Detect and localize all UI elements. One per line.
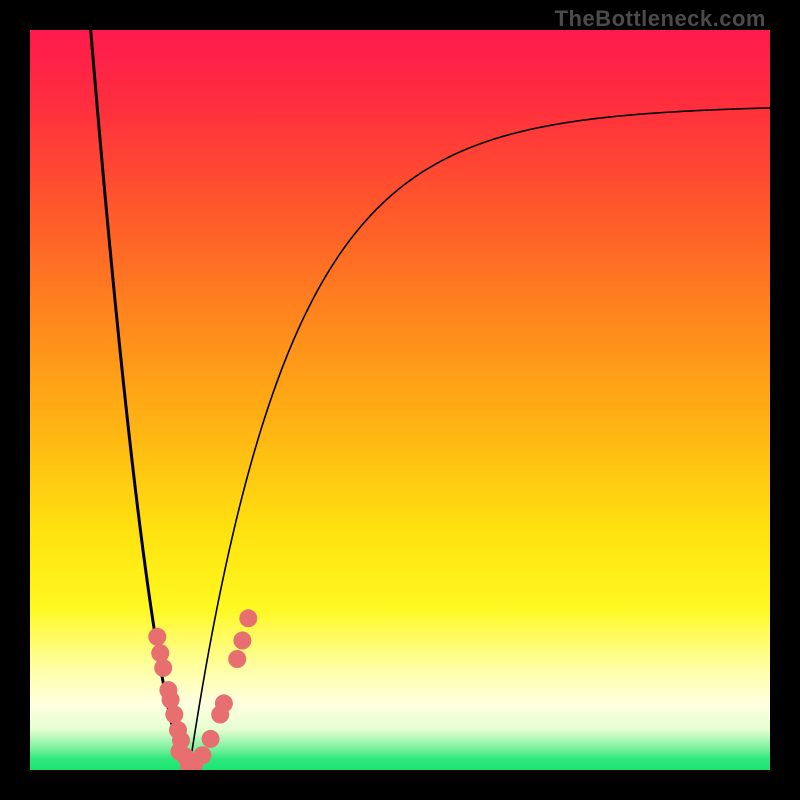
data-marker bbox=[151, 644, 169, 662]
plot-area bbox=[30, 30, 770, 770]
data-marker bbox=[154, 659, 172, 677]
data-marker bbox=[148, 628, 166, 646]
bottleneck-chart: TheBottleneck.com bbox=[0, 0, 800, 800]
data-marker bbox=[233, 632, 251, 650]
data-marker bbox=[239, 609, 257, 627]
data-marker bbox=[202, 730, 220, 748]
border-left bbox=[0, 0, 30, 800]
data-marker bbox=[228, 650, 246, 668]
border-right bbox=[770, 0, 800, 800]
border-bottom bbox=[0, 770, 800, 800]
data-marker bbox=[170, 743, 188, 761]
data-marker bbox=[169, 721, 187, 739]
data-marker bbox=[165, 706, 183, 724]
gradient-background bbox=[30, 30, 770, 770]
watermark-text: TheBottleneck.com bbox=[555, 6, 766, 32]
data-marker bbox=[193, 746, 211, 764]
data-marker bbox=[215, 694, 233, 712]
